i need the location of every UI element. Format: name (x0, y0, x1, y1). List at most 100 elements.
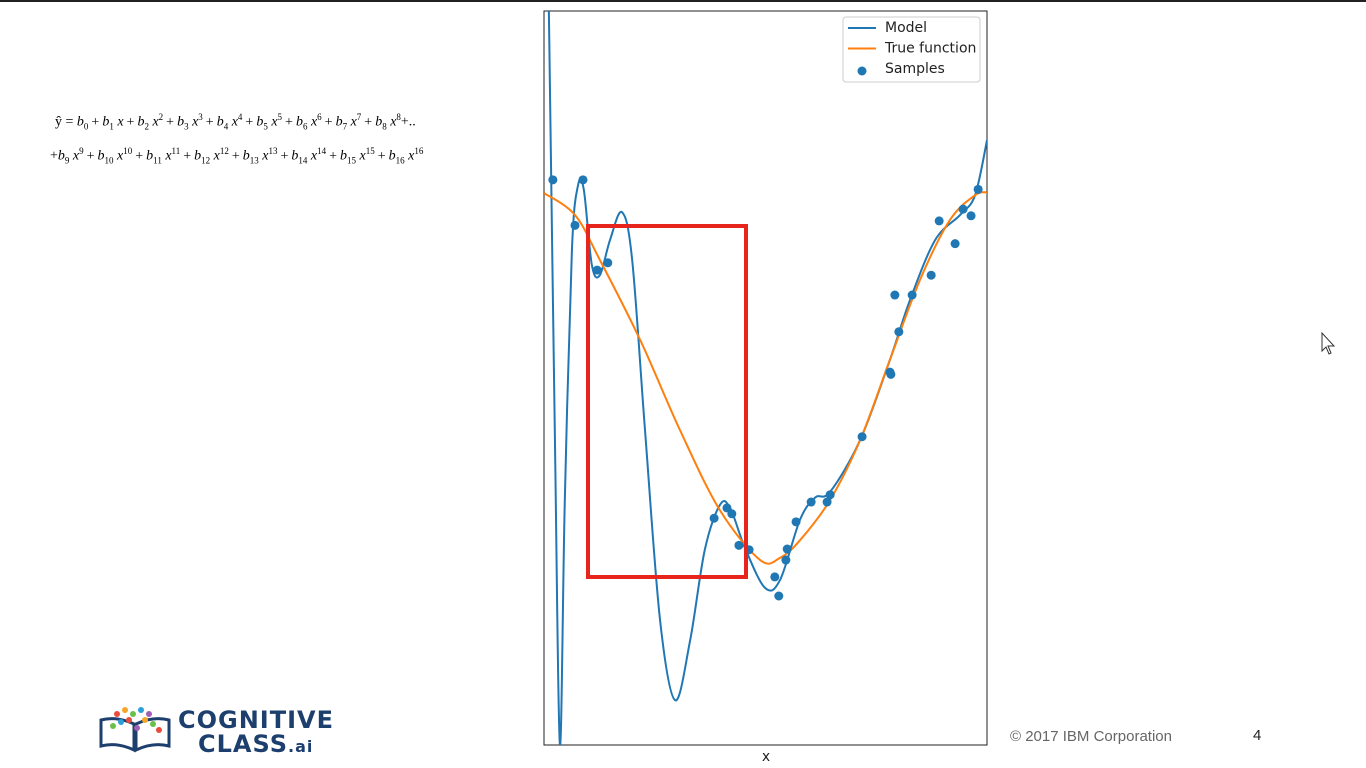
highlight-box (586, 224, 748, 579)
coefficient: b (388, 148, 396, 164)
subscript: 4 (223, 121, 229, 132)
legend-label: Samples (885, 61, 945, 77)
coefficient: b (57, 148, 65, 164)
logo-class: CLASS (198, 730, 288, 758)
plot-frame (543, 10, 988, 746)
subscript: 12 (201, 155, 211, 166)
exponent: 14 (317, 146, 327, 156)
coefficient: b (97, 148, 105, 164)
coefficient: b (194, 148, 202, 164)
subscript: 11 (153, 155, 162, 166)
sample-point (958, 204, 968, 214)
subscript: 8 (382, 121, 387, 132)
variable: x (165, 148, 172, 164)
coefficient: b (295, 114, 303, 130)
exponent: 7 (356, 112, 362, 122)
sample-point (570, 220, 580, 230)
mouse-cursor (1321, 331, 1336, 355)
coefficient: b (242, 148, 250, 164)
subscript: 3 (184, 121, 189, 132)
logo-suffix: .ai (287, 737, 314, 756)
subscript: 1 (109, 121, 114, 132)
sample-point (890, 290, 900, 300)
coefficient: b (216, 114, 224, 130)
variable: x (231, 114, 238, 130)
coefficient: b (375, 114, 383, 130)
exponent: 5 (277, 112, 283, 122)
subscript: 7 (342, 121, 348, 132)
exponent: 12 (219, 146, 229, 156)
coefficient: b (256, 114, 264, 130)
legend-marker (857, 66, 867, 76)
plus: + (126, 114, 135, 130)
plus: + (280, 148, 289, 164)
sample-point (734, 540, 744, 550)
sample-point (727, 509, 737, 519)
coefficient: b (291, 148, 299, 164)
plus: + (135, 148, 144, 164)
plus: + (50, 148, 58, 164)
sample-point (603, 258, 613, 268)
legend-label: True function (884, 41, 976, 57)
coefficient: b (340, 148, 347, 164)
sample-point (806, 497, 816, 507)
variable: x (262, 148, 269, 164)
plus: + (183, 148, 192, 164)
coefficient: b (335, 114, 343, 130)
variable: x (117, 114, 124, 130)
exponent: 4 (237, 112, 243, 122)
variable: x (310, 148, 318, 164)
subscript: 5 (263, 121, 268, 132)
variable: x (350, 114, 357, 130)
exponent: 3 (198, 112, 203, 122)
subscript: 15 (347, 155, 356, 166)
ellipsis: +.. (400, 114, 416, 130)
sample-point (934, 216, 944, 226)
variable: x (359, 148, 366, 164)
logo-line-2: CLASS.ai (198, 730, 313, 758)
variable: x (271, 114, 278, 130)
sample-point (894, 327, 904, 337)
sample-point (781, 555, 791, 565)
plus: + (205, 114, 214, 130)
sample-point (782, 544, 792, 554)
lhs: ŷ = (55, 114, 74, 130)
variable: x (152, 114, 159, 130)
exponent: 2 (158, 112, 164, 122)
exponent: 6 (317, 112, 322, 122)
subscript: 0 (83, 121, 89, 132)
variable: x (310, 114, 318, 130)
legend-label: Model (885, 20, 927, 36)
subscript: 10 (104, 155, 114, 166)
coefficient: b (177, 114, 185, 130)
plus: + (324, 114, 333, 130)
plus: + (91, 114, 100, 130)
top-border (0, 0, 1366, 2)
exponent: 11 (171, 146, 181, 156)
sample-point (966, 211, 976, 221)
x-axis-label: x (762, 749, 770, 765)
coefficient: b (137, 114, 145, 130)
sample-point (973, 184, 983, 194)
sample-point (709, 513, 719, 523)
plus: + (377, 148, 386, 164)
plus: + (86, 148, 95, 164)
exponent: 9 (79, 146, 84, 156)
copyright: © 2017 IBM Corporation (1010, 728, 1172, 745)
page-number: 4 (1253, 727, 1262, 744)
subscript: 16 (395, 155, 405, 166)
sample-point (548, 175, 558, 185)
coefficient: b (146, 148, 154, 164)
variable: x (213, 148, 220, 164)
coefficient: b (102, 114, 110, 130)
sample-point (774, 591, 784, 601)
legend (842, 16, 981, 83)
variable: x (390, 114, 397, 130)
sample-point (822, 497, 832, 507)
variable: x (192, 114, 199, 130)
sample-point (907, 290, 917, 300)
subscript: 14 (298, 155, 308, 166)
equation-line-2: +b9 x9 + b10 x10 + b11 x11 + b12 x12 + b13 x13 + b… (50, 146, 423, 165)
